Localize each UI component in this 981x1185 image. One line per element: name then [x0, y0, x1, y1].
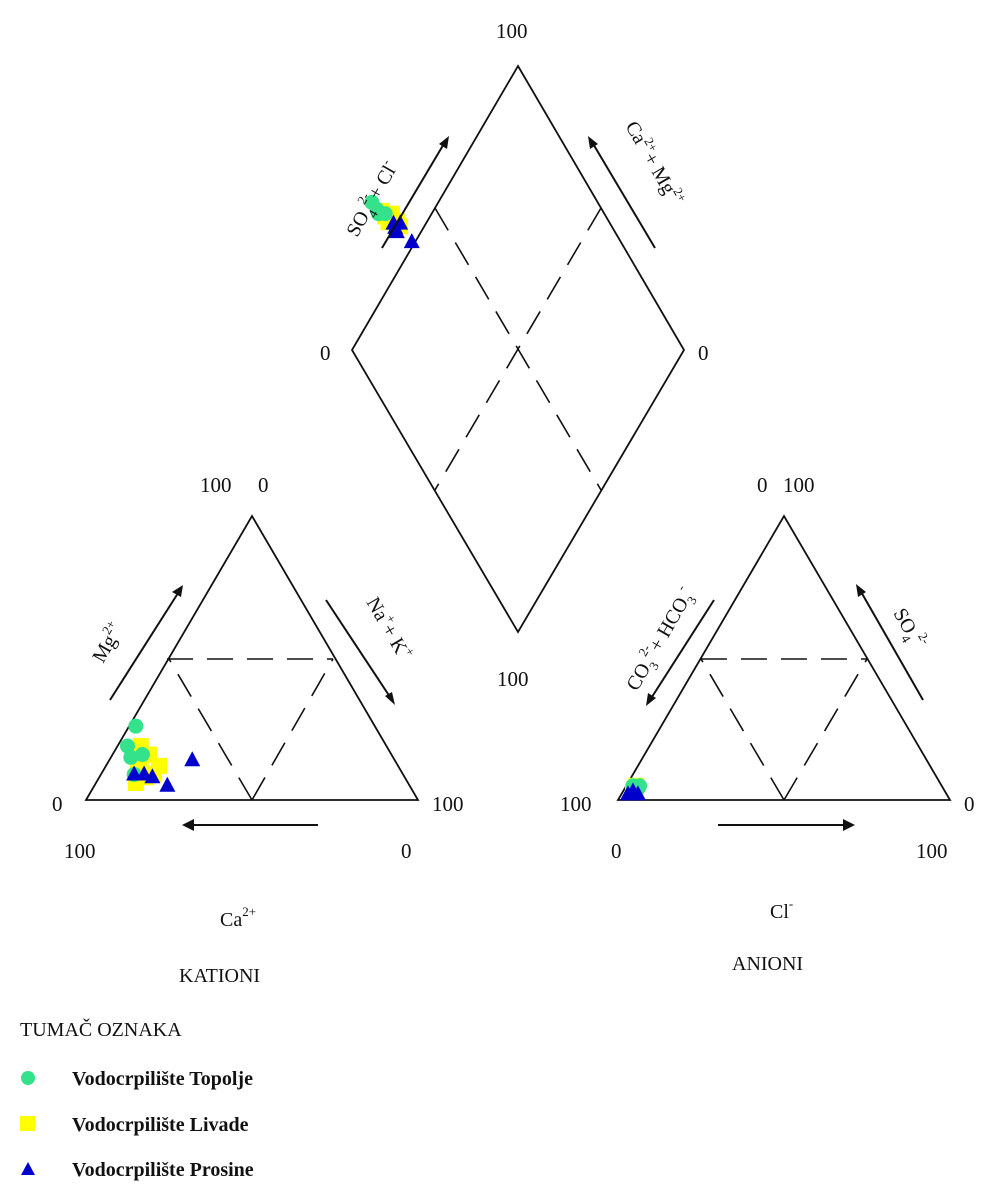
cl-axis-label: Cl- — [770, 896, 793, 923]
ca-mg-arrow-head — [588, 136, 598, 149]
diamond-tick-top: 100 — [496, 19, 528, 43]
diamond-tick-right: 0 — [698, 341, 709, 365]
anion-triangle-frame — [616, 514, 952, 801]
mg-axis-label: Mg2+ — [85, 617, 128, 666]
cation-point-topolje-2 — [134, 747, 150, 763]
cl-arrow-head — [843, 819, 855, 831]
anion-tick-bottom-left: 0 — [611, 839, 622, 863]
mg-arrow — [109, 589, 181, 701]
anion-subfield-line-l — [700, 658, 785, 801]
cation-subfield-line-l — [251, 658, 334, 801]
diamond-grid-2 — [434, 207, 602, 491]
diamond-point-prosine-4 — [403, 233, 420, 249]
legend-marker-prosine — [21, 1162, 35, 1175]
na-k-arrow-head — [385, 692, 395, 705]
ca-mg-arrow — [591, 141, 656, 249]
mg-arrow-head — [172, 585, 183, 597]
ca-axis-label: Ca2+ — [220, 904, 256, 931]
cation-point-prosine-4 — [184, 751, 201, 767]
na-k-axis-label: Na++ K+ — [362, 592, 419, 665]
so4-arrow-head — [856, 584, 866, 597]
cation-tick-top-right: 0 — [258, 473, 269, 497]
diamond-plot — [350, 64, 686, 634]
cation-subfield-line-r — [168, 658, 253, 801]
anion-subfield-line-r — [783, 658, 868, 801]
co3-hco3-arrow — [649, 599, 715, 701]
cation-point-topolje-1 — [120, 738, 135, 754]
cation-point-prosine-3 — [159, 776, 176, 792]
co3-hco3-arrow-head — [646, 693, 656, 706]
so4-arrow — [859, 589, 924, 701]
cation-triangle — [84, 514, 420, 801]
anion-points — [619, 777, 648, 801]
legend-label-prosine: Vodocrpilište Prosine — [72, 1159, 254, 1181]
cation-point-prosine-2 — [144, 768, 161, 784]
cation-arrows — [109, 585, 395, 831]
so4-cl-arrow — [381, 141, 446, 249]
ca-mg-axis-label: Ca2++ Mg2+ — [621, 116, 691, 210]
cation-point-topolje-0 — [128, 718, 144, 734]
cations-title: KATIONI — [179, 965, 260, 987]
anion-triangle — [616, 514, 952, 801]
anion-tick-top-right: 100 — [783, 473, 815, 497]
cation-tick-right-corner: 100 — [432, 792, 464, 816]
cation-tick-bottom-left: 100 — [64, 839, 96, 863]
legend: TUMAČ OZNAKA Vodocrpilište Topolje Vodoc… — [20, 1017, 254, 1181]
anion-arrows — [646, 584, 924, 831]
anion-tick-top-left: 0 — [757, 473, 768, 497]
diamond-frame — [350, 64, 686, 634]
diamond-tick-left: 0 — [320, 341, 331, 365]
cation-tick-top-left: 100 — [200, 473, 232, 497]
cation-tick-bottom-right: 0 — [401, 839, 412, 863]
anion-point-prosine-2 — [629, 785, 646, 801]
anions-title: ANIONI — [732, 953, 803, 975]
anion-tick-bottom-right: 100 — [916, 839, 948, 863]
legend-marker-livade — [20, 1116, 35, 1131]
legend-label-livade: Vodocrpilište Livade — [72, 1114, 249, 1136]
anion-tick-right-corner: 0 — [964, 792, 975, 816]
cation-points — [120, 718, 201, 792]
cation-tick-left-corner: 0 — [52, 792, 63, 816]
ca-arrow-head — [182, 819, 194, 831]
diamond-point-prosine-3 — [388, 223, 405, 239]
diamond-tick-bottom: 100 — [497, 667, 529, 691]
na-k-arrow — [325, 599, 393, 701]
diamond-arrows — [381, 136, 656, 249]
so4-cl-arrow-head — [439, 136, 449, 149]
diamond-points — [364, 194, 420, 249]
anion-tick-left-corner: 100 — [560, 792, 592, 816]
legend-marker-topolje — [21, 1071, 35, 1085]
cation-point-topolje-3 — [123, 749, 139, 765]
legend-title: TUMAČ OZNAKA — [20, 1017, 182, 1041]
diamond-point-topolje-3 — [377, 206, 393, 222]
legend-label-topolje: Vodocrpilište Topolje — [72, 1068, 253, 1090]
